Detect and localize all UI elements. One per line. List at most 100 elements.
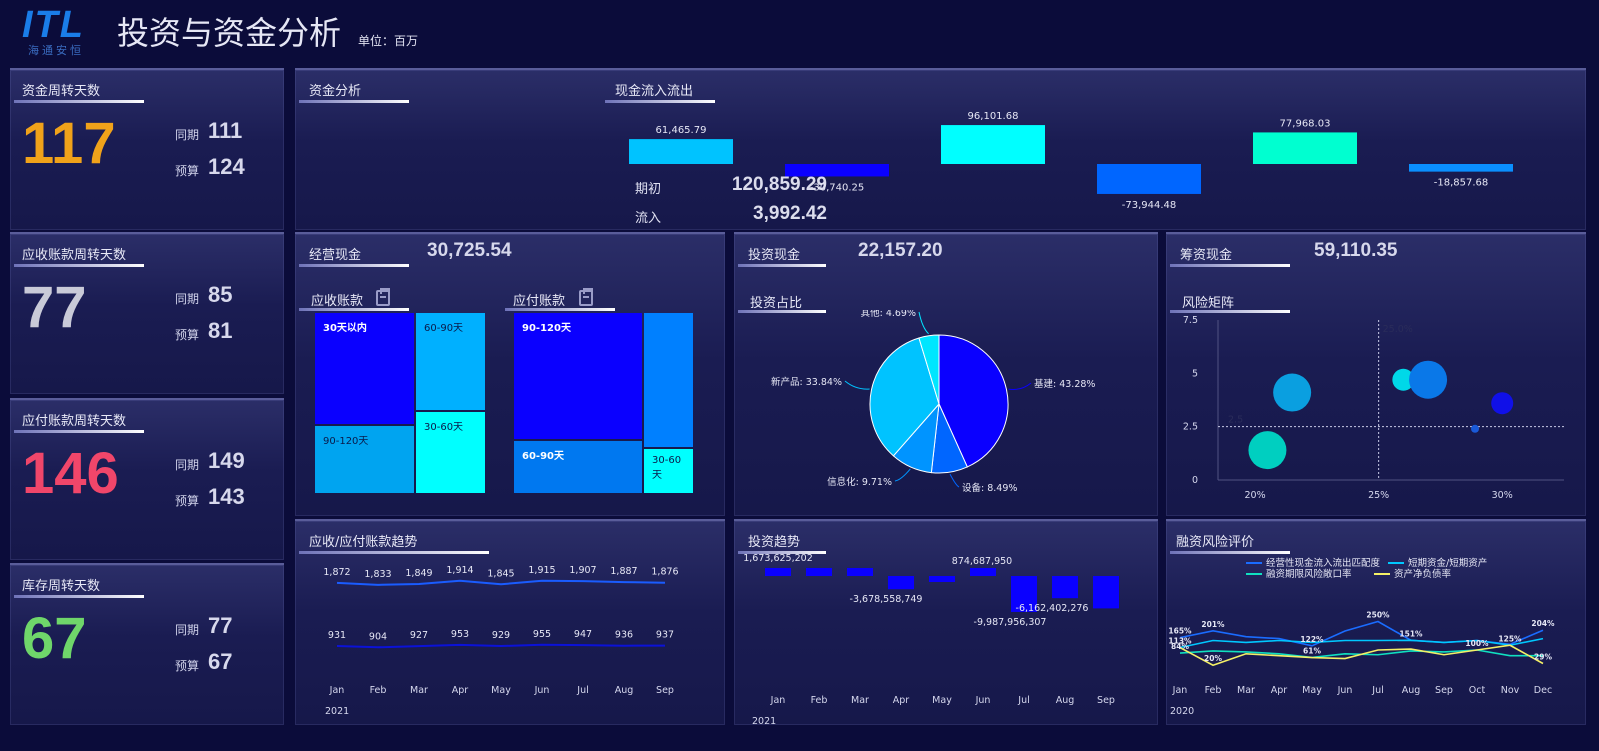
x-tick-label: Apr bbox=[1271, 685, 1288, 696]
risk-point-label: 204% bbox=[1531, 619, 1555, 628]
title-underline bbox=[505, 308, 615, 311]
title-underline bbox=[299, 264, 409, 267]
kpi-title: 库存周转天数 bbox=[22, 579, 101, 594]
invest-bar bbox=[1093, 576, 1119, 609]
unit-label: 单位：百万 bbox=[358, 34, 419, 48]
title-underline bbox=[738, 310, 826, 313]
x-tick-label: Aug bbox=[615, 685, 634, 696]
page-title: 投资与资金分析 bbox=[117, 14, 342, 52]
kpi-value: 146 bbox=[22, 441, 119, 506]
title-underline bbox=[299, 551, 489, 554]
risk-point-label: 61% bbox=[1303, 646, 1321, 655]
trend-point-label: 929 bbox=[492, 630, 510, 641]
fund-row-value: 120,859.29 bbox=[731, 174, 827, 195]
title-underline bbox=[1170, 310, 1290, 313]
finance-risk-title: 融资风险评价 bbox=[1176, 535, 1255, 550]
same-period-value: 85 bbox=[208, 282, 233, 307]
trend-line bbox=[336, 643, 666, 649]
budget-value: 67 bbox=[208, 649, 233, 674]
trend-point-label: 947 bbox=[574, 629, 592, 640]
scatter-point bbox=[1471, 424, 1480, 433]
trend-point-label: 1,872 bbox=[323, 567, 350, 578]
same-period-label: 同期 bbox=[175, 623, 200, 637]
kpi-panel: 应收账款周转天数 77 同期 85 预算 81 bbox=[10, 232, 284, 394]
pie-leader-line bbox=[949, 473, 960, 488]
invest-trend-title: 投资趋势 bbox=[748, 535, 801, 550]
scatter-point bbox=[1248, 431, 1287, 470]
ref-x-label: 25.0% bbox=[1383, 324, 1413, 335]
invest-bar-label: 1,673,625,202 bbox=[743, 553, 813, 564]
scatter-point bbox=[1409, 360, 1448, 399]
operating-panel: 经营现金 30,725.54 应收账款 应付账款 30天以内 60-90天 90-1… bbox=[295, 232, 725, 516]
kpi-title: 资金周转天数 bbox=[22, 84, 101, 99]
title-underline bbox=[14, 264, 144, 267]
pie-label: 设备: 8.49% bbox=[962, 482, 1017, 494]
budget-label: 预算 bbox=[175, 494, 200, 508]
trend-point-label: 936 bbox=[615, 630, 633, 641]
trend-point-label: 937 bbox=[656, 630, 674, 641]
x-tick-label: Oct bbox=[1469, 685, 1486, 696]
trend-line bbox=[336, 579, 666, 586]
treemap-cell: 60-90天 bbox=[514, 441, 642, 493]
title-underline bbox=[738, 551, 826, 554]
x-tick-label: Jun bbox=[975, 695, 991, 706]
x-tick-label: 30% bbox=[1492, 490, 1513, 501]
invest-bar bbox=[765, 568, 791, 576]
x-tick-label: Aug bbox=[1056, 695, 1075, 706]
x-tick-label: Sep bbox=[656, 685, 674, 696]
title-underline bbox=[299, 308, 409, 311]
invest-bar bbox=[888, 576, 914, 590]
pie-slice bbox=[938, 334, 1009, 468]
budget-value: 143 bbox=[208, 484, 245, 509]
x-tick-label: Apr bbox=[452, 685, 469, 696]
kpi-panel: 库存周转天数 67 同期 77 预算 67 bbox=[10, 563, 284, 725]
same-period-value: 149 bbox=[208, 448, 245, 473]
trend-point-label: 904 bbox=[369, 631, 387, 642]
arap-trend-title: 应收/应付账款趋势 bbox=[309, 535, 418, 550]
x-tick-label: 25% bbox=[1368, 490, 1389, 501]
kpi-panel: 应付账款周转天数 146 同期 149 预算 143 bbox=[10, 398, 284, 560]
x-tick-label: May bbox=[932, 695, 952, 706]
cashflow-bar bbox=[629, 139, 733, 164]
year-label: 2021 bbox=[752, 716, 776, 725]
scatter-point bbox=[1273, 373, 1312, 412]
y-tick-label: 5 bbox=[1192, 368, 1198, 379]
x-tick-label: Jun bbox=[534, 685, 550, 696]
title-underline bbox=[14, 595, 144, 598]
trend-point-label: 1,907 bbox=[569, 565, 596, 576]
title-underline bbox=[14, 430, 144, 433]
x-tick-label: Dec bbox=[1534, 685, 1552, 696]
legend-label: 经营性现金流入流出匹配度 bbox=[1266, 557, 1381, 569]
cashflow-bar-label: 77,968.03 bbox=[1280, 118, 1331, 129]
x-tick-label: Apr bbox=[893, 695, 910, 706]
risk-point-label: 84% bbox=[1171, 642, 1189, 651]
risk-line bbox=[1179, 644, 1544, 667]
cashflow-bar bbox=[941, 125, 1045, 164]
pie-slice bbox=[869, 337, 940, 457]
trend-point-label: 1,876 bbox=[651, 567, 678, 578]
trend-point-label: 1,887 bbox=[610, 566, 637, 577]
trend-point-label: 1,845 bbox=[487, 568, 514, 579]
risk-point-label: 125% bbox=[1498, 634, 1522, 643]
trend-point-label: 953 bbox=[451, 629, 469, 640]
risk-point-label: 165% bbox=[1168, 627, 1192, 636]
x-tick-label: Feb bbox=[370, 685, 387, 696]
kpi-title: 应付账款周转天数 bbox=[22, 414, 127, 429]
risk-point-label: 151% bbox=[1399, 629, 1423, 638]
pie-label: 其他: 4.69% bbox=[861, 310, 916, 319]
x-tick-label: Jun bbox=[1337, 685, 1353, 696]
risk-point-label: 20% bbox=[1204, 654, 1222, 663]
x-tick-label: Jan bbox=[329, 685, 345, 696]
cashflow-bar bbox=[1253, 132, 1357, 164]
operating-title: 经营现金 bbox=[309, 248, 362, 263]
cashflow-bar bbox=[1409, 164, 1513, 172]
invest-bar bbox=[847, 568, 873, 576]
investment-pie-chart: 基建: 43.28% 设备: 8.49% 信息化: 9.71% 新产品: 33.84%… bbox=[771, 310, 1095, 494]
treemap-cell: 60-90天 bbox=[416, 313, 485, 410]
risk-point-label: 100% bbox=[1465, 639, 1489, 648]
operating-value: 30,725.54 bbox=[427, 240, 512, 261]
risk-point-label: 122% bbox=[1300, 635, 1324, 644]
y-tick-label: 2.5 bbox=[1183, 422, 1198, 433]
year-label: 2020 bbox=[1170, 706, 1194, 717]
